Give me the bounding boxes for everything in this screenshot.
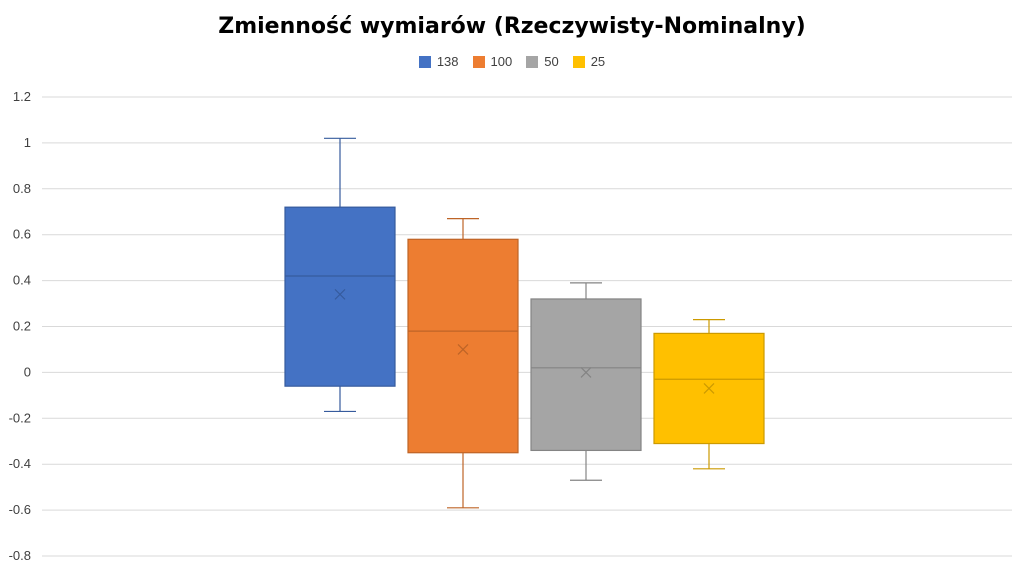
y-tick-label: -0.2 — [9, 410, 31, 425]
y-tick-label: 0.4 — [13, 273, 31, 288]
legend-swatch — [526, 55, 539, 68]
legend: 138 100 50 25 — [0, 54, 1024, 69]
box-body — [407, 238, 519, 454]
legend-item: 100 — [472, 54, 513, 69]
y-tick-label: 0 — [24, 364, 31, 379]
y-tick-label: 1.2 — [13, 89, 31, 104]
legend-item: 25 — [572, 54, 606, 69]
mean-marker — [457, 344, 469, 355]
y-tick-label: -0.4 — [9, 456, 31, 471]
legend-item: 50 — [526, 54, 559, 69]
y-tick-label: 0.8 — [13, 181, 31, 196]
legend-label: 138 — [436, 54, 459, 69]
y-tick-label: -0.8 — [9, 548, 31, 563]
mean-marker — [334, 288, 346, 300]
mean-marker — [703, 383, 715, 394]
legend-item: 138 — [418, 54, 459, 69]
mean-marker — [580, 366, 592, 378]
y-tick-label: -0.6 — [9, 502, 31, 517]
legend-swatch — [572, 55, 585, 68]
y-tick-label: 1 — [24, 135, 31, 150]
y-tick-label: 0.6 — [13, 227, 31, 242]
legend-swatch — [472, 55, 485, 68]
box-body — [530, 298, 642, 452]
box-100 — [407, 218, 519, 509]
legend-swatch — [418, 55, 431, 68]
box-25 — [653, 319, 765, 470]
legend-label: 100 — [490, 54, 513, 69]
legend-label: 50 — [544, 54, 559, 69]
box-50 — [530, 282, 642, 481]
legend-label: 25 — [590, 54, 606, 69]
chart-title: Zmienność wymiarów (Rzeczywisty-Nominaln… — [218, 14, 806, 39]
box-body — [284, 206, 396, 387]
y-tick-label: 0.2 — [13, 319, 31, 334]
box-138 — [284, 137, 396, 413]
